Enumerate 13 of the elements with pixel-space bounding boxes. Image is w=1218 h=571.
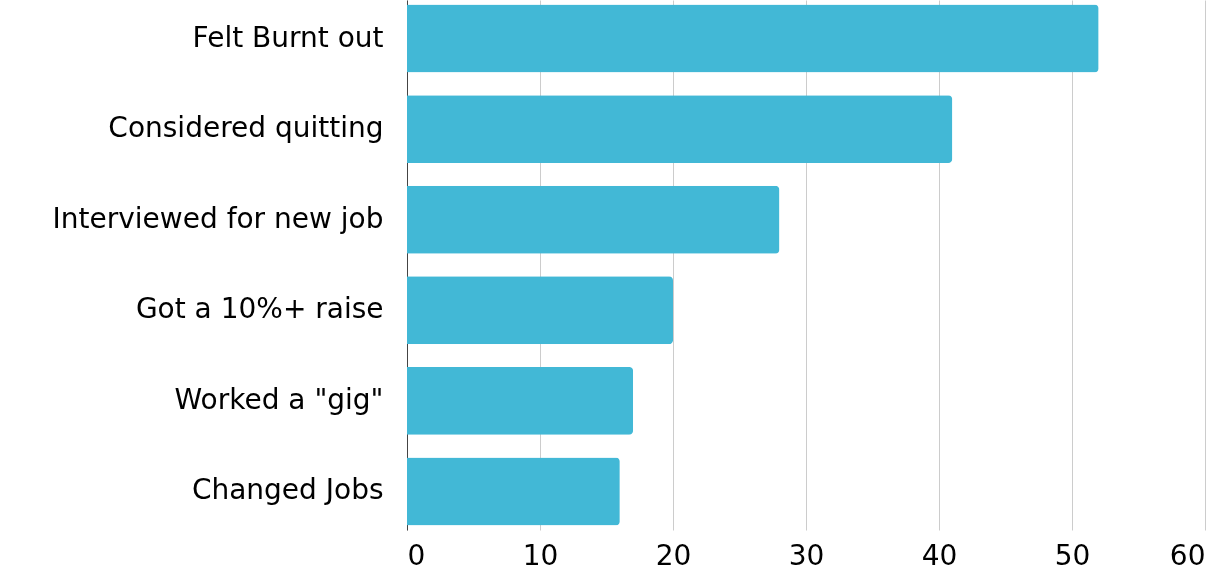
x-tick-label: 20: [655, 538, 692, 571]
x-tick-label: 30: [788, 538, 825, 571]
x-tick-label: 40: [921, 538, 958, 571]
x-tick-label: 10: [522, 538, 559, 571]
x-tick-label: 50: [1054, 538, 1091, 571]
x-tick-label: 60: [1169, 538, 1206, 571]
y-tick-label: Got a 10%+ raise: [135, 292, 384, 326]
y-tick-label: Changed Jobs: [191, 473, 384, 507]
y-tick-label: Considered quitting: [108, 111, 384, 145]
y-tick-label: Worked a "gig": [174, 382, 384, 416]
x-tick-label: 0: [407, 538, 426, 571]
y-tick-label: Interviewed for new job: [52, 201, 384, 235]
y-tick-label: Felt Burnt out: [192, 20, 384, 54]
